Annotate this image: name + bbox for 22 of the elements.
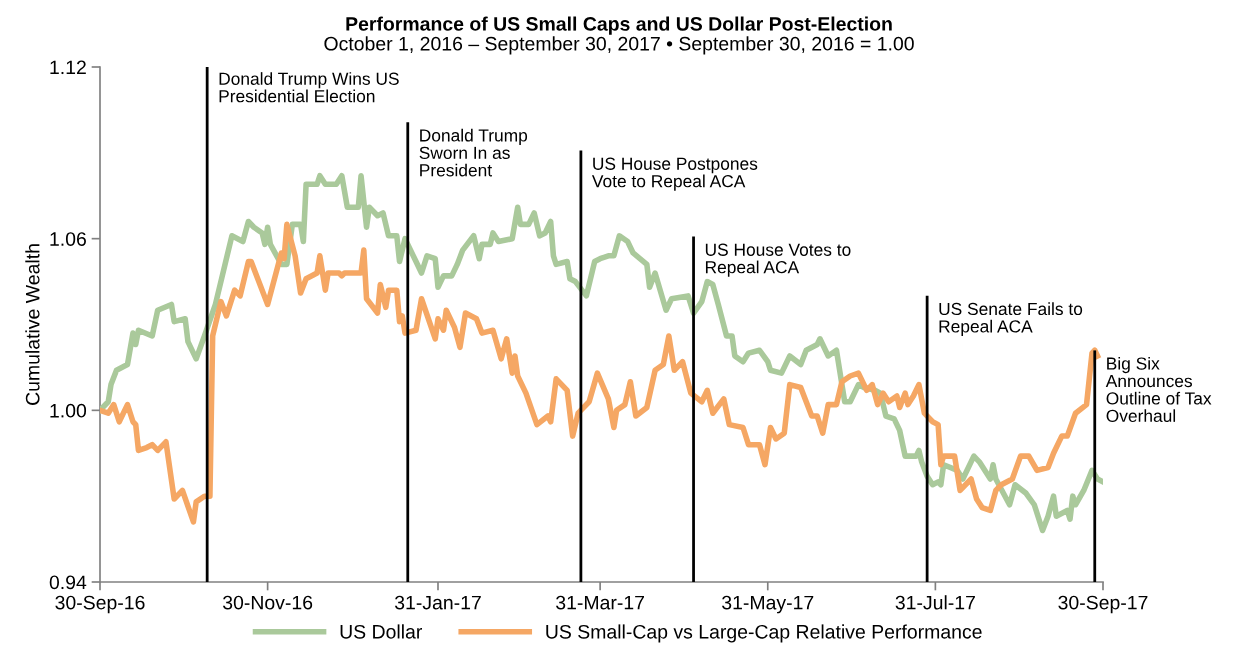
x-tick-label: 30-Nov-16 <box>222 595 313 610</box>
ref-line-label: Donald Trump Wins US Presidential Election <box>219 72 399 103</box>
y-axis-title: Cumulative Wealth <box>25 244 40 405</box>
ref-line-label: Big Six Announces Outline of Tax Overhaul <box>1105 356 1212 423</box>
y-tick-label: 1.06 <box>50 232 86 246</box>
y-tick-label: 1.12 <box>50 60 86 75</box>
chart-subtitle: October 1, 2016 – September 30, 2017 • September 30, 2016 = 1.00 <box>324 36 914 55</box>
chart-title: Performance of US Small Caps and US Dollar Post-Election <box>346 16 892 35</box>
y-tick-label: 0.94 <box>49 575 87 590</box>
x-tick-label: 31-Jul-17 <box>895 595 975 610</box>
x-tick-label: 31-Jan-17 <box>394 595 481 610</box>
legend-label: US Small-Cap vs Large-Cap Relative Performance <box>546 624 982 643</box>
y-tick-label: 1.00 <box>50 403 87 418</box>
legend-label: US Dollar <box>340 624 423 639</box>
x-tick-label: 30-Sep-17 <box>1058 595 1148 614</box>
ref-line-label: Donald Trump Sworn In as President <box>419 128 528 177</box>
ref-line-label: US Senate Fails to Repeal ACA <box>939 302 1083 336</box>
x-tick-label: 31-May-17 <box>722 595 814 614</box>
x-tick-label: 31-Mar-17 <box>556 595 644 610</box>
ref-line-label: US House Votes to Repeal ACA <box>705 243 851 277</box>
ref-line-label: US House Postpones Vote to Repeal ACA <box>591 157 758 191</box>
x-tick-label: 30-Sep-16 <box>55 595 145 614</box>
